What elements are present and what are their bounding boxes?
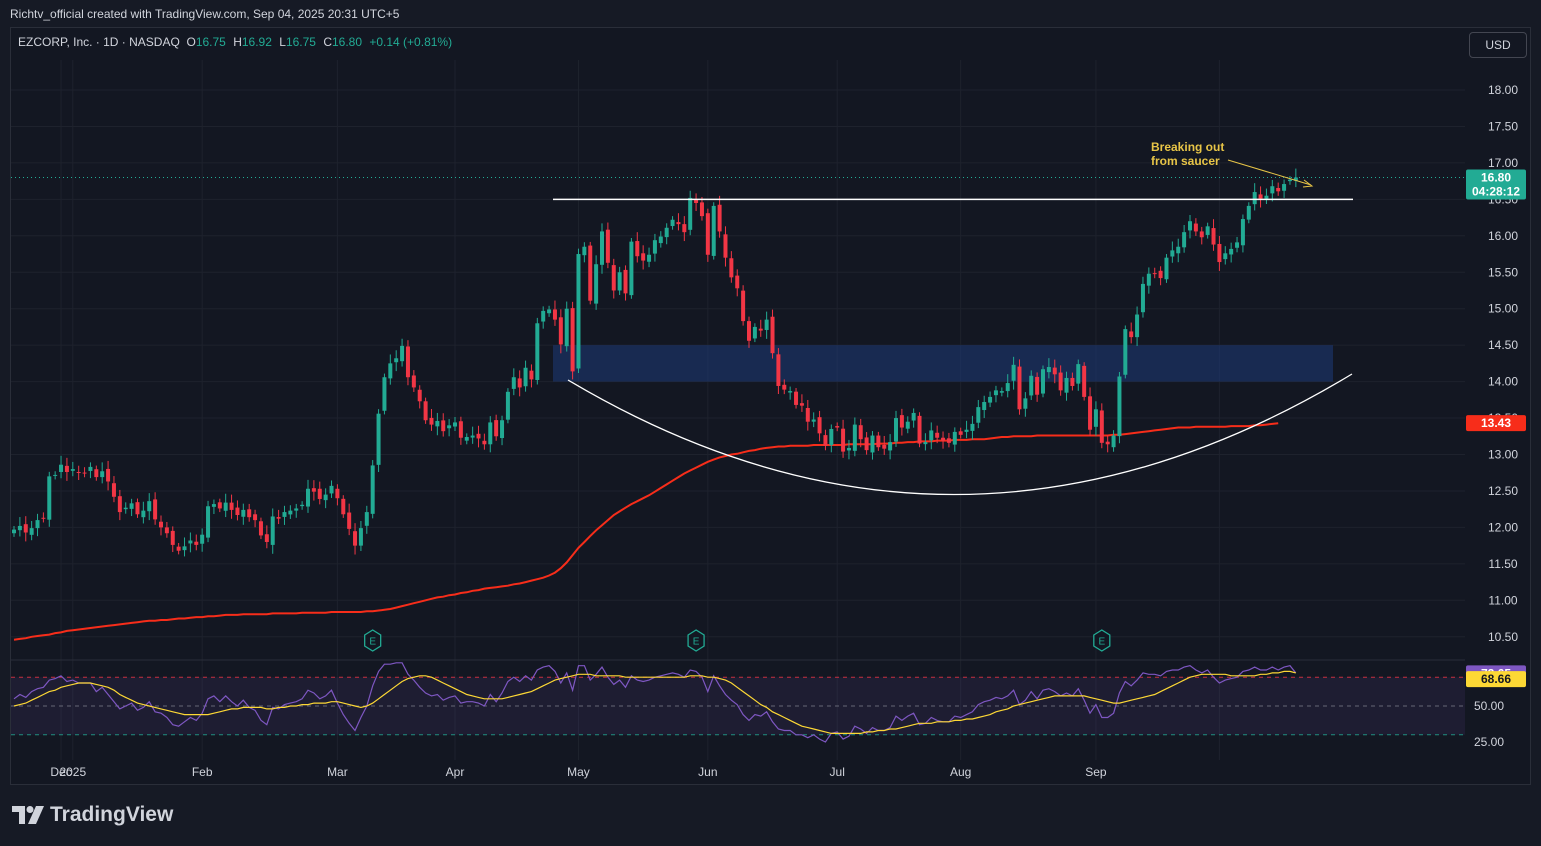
low-value: 16.75 [285,35,316,49]
low-label: L [279,35,286,49]
tradingview-logo-icon [12,806,44,824]
close-value: 16.80 [331,35,363,49]
tradingview-brand[interactable]: TradingView [12,803,173,827]
high-value: 16.92 [241,35,272,49]
close-label: C [323,35,332,49]
symbol-legend: EZCORP, Inc. · 1D · NASDAQ O16.75 H16.92… [18,35,456,49]
open-value: 16.75 [195,35,226,49]
symbol-name[interactable]: EZCORP, Inc. · 1D · NASDAQ [18,35,180,49]
currency-button[interactable]: USD [1469,32,1527,58]
chart-frame [10,27,1531,785]
change-value: +0.14 (+0.81%) [369,35,453,49]
chart-caption: Richtv_official created with TradingView… [10,7,400,21]
brand-name: TradingView [50,803,174,826]
high-label: H [233,35,242,49]
open-label: O [186,35,196,49]
